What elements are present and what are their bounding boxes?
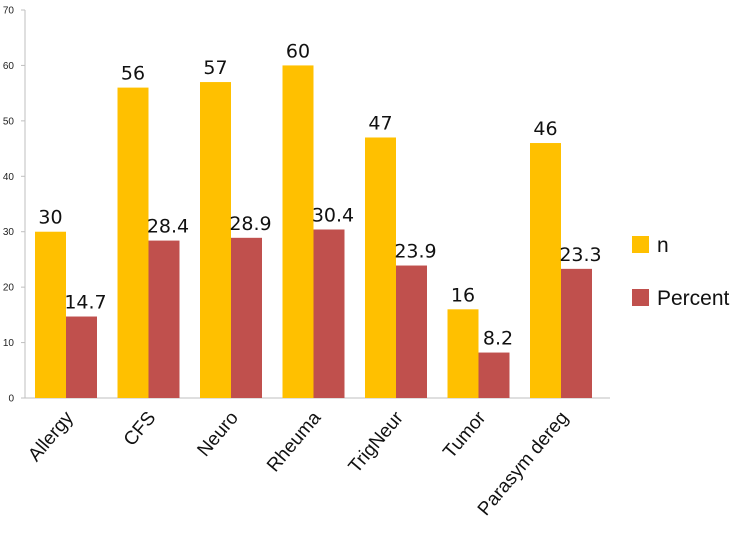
y-tick-label: 70 [3,6,15,17]
legend-swatch [632,289,649,306]
data-label: 47 [368,112,392,134]
bar-n [117,87,149,398]
bar-n [282,65,314,398]
x-category-label: Neuro [193,408,242,461]
x-category-label: Tumor [439,407,490,463]
y-tick-label: 0 [8,394,14,405]
y-tick-label: 30 [3,227,15,238]
data-label: 8.2 [483,328,513,350]
bar-percent [231,237,262,398]
legend-label: n [657,234,669,257]
data-label: 46 [533,118,557,140]
chart-bars [35,65,592,399]
y-tick-label: 60 [3,61,15,72]
x-axis-labels: Allergy CFS Neuro Rheuma TrigNeur TumorParasy… [24,407,572,520]
bar-n [365,137,396,398]
legend-swatch [632,236,649,253]
y-axis-ticks: 0 10 20 30 40 50 60 70 [3,6,25,405]
data-label: 28.4 [147,216,189,238]
data-label: 56 [121,63,145,85]
x-category-label: TrigNeur [345,407,409,477]
data-label: 30 [38,207,62,229]
y-tick-label: 10 [3,338,15,349]
bar-n [35,231,66,398]
bar-percent [478,352,510,398]
x-category-label: Rheuma [263,407,326,476]
data-label: 14.7 [64,292,106,314]
chart-legend: n Percent [632,234,730,310]
x-category-label: Allergy [24,407,78,465]
data-label: 16 [451,284,475,306]
data-labels: 30 14.7 56 28.4 57 28.9 60 30.4 47 23.9 16 8.2 46 23.… [38,40,601,349]
data-label: 23.9 [394,241,436,263]
data-label: 60 [286,40,310,62]
data-label: 28.9 [229,213,271,235]
x-category-label: Parasym dereg [474,408,573,520]
x-category-label: CFS [120,408,161,451]
bar-percent [396,265,427,398]
data-label: 30.4 [312,204,354,226]
data-label: 57 [203,57,227,79]
y-tick-label: 20 [3,283,15,294]
bar-percent [148,240,180,398]
bar-percent [66,316,97,398]
bar-n [530,143,561,398]
data-label: 23.3 [559,244,601,266]
y-tick-label: 50 [3,116,15,127]
bar-percent [313,229,345,398]
bar-percent [561,268,592,398]
legend-label: Percent [657,287,730,310]
y-tick-label: 40 [3,172,15,183]
bar-n [447,309,479,398]
bar-n [200,82,231,399]
